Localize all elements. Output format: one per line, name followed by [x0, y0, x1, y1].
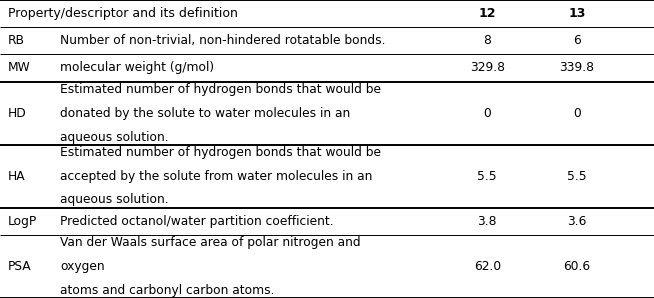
Text: molecular weight (g/mol): molecular weight (g/mol)	[60, 61, 215, 74]
Text: HA: HA	[8, 170, 26, 183]
Text: aqueous solution.: aqueous solution.	[60, 131, 169, 144]
Text: 3.8: 3.8	[477, 215, 497, 228]
Text: LogP: LogP	[8, 215, 37, 228]
Text: Estimated number of hydrogen bonds that would be: Estimated number of hydrogen bonds that …	[60, 83, 381, 96]
Text: 339.8: 339.8	[559, 61, 594, 74]
Text: 329.8: 329.8	[470, 61, 505, 74]
Text: Property/descriptor and its definition: Property/descriptor and its definition	[8, 7, 237, 20]
Text: 0: 0	[483, 107, 491, 119]
Text: 13: 13	[568, 7, 585, 20]
Text: HD: HD	[8, 107, 27, 119]
Text: 5.5: 5.5	[477, 170, 497, 183]
Text: 62.0: 62.0	[473, 260, 501, 273]
Text: Number of non-trivial, non-hindered rotatable bonds.: Number of non-trivial, non-hindered rota…	[60, 34, 386, 47]
Text: oxygen: oxygen	[60, 260, 105, 273]
Text: accepted by the solute from water molecules in an: accepted by the solute from water molecu…	[60, 170, 373, 183]
Text: MW: MW	[8, 61, 31, 74]
Text: RB: RB	[8, 34, 25, 47]
Text: Van der Waals surface area of polar nitrogen and: Van der Waals surface area of polar nitr…	[60, 236, 361, 249]
Text: 12: 12	[479, 7, 496, 20]
Text: 5.5: 5.5	[567, 170, 587, 183]
Text: PSA: PSA	[8, 260, 31, 273]
Text: 0: 0	[573, 107, 581, 119]
Text: atoms and carbonyl carbon atoms.: atoms and carbonyl carbon atoms.	[60, 284, 275, 297]
Text: 6: 6	[573, 34, 581, 47]
Text: aqueous solution.: aqueous solution.	[60, 193, 169, 207]
Text: 60.6: 60.6	[563, 260, 591, 273]
Text: 3.6: 3.6	[567, 215, 587, 228]
Text: Estimated number of hydrogen bonds that would be: Estimated number of hydrogen bonds that …	[60, 146, 381, 159]
Text: Predicted octanol/water partition coefficient.: Predicted octanol/water partition coeffi…	[60, 215, 334, 228]
Text: donated by the solute to water molecules in an: donated by the solute to water molecules…	[60, 107, 351, 119]
Text: 8: 8	[483, 34, 491, 47]
